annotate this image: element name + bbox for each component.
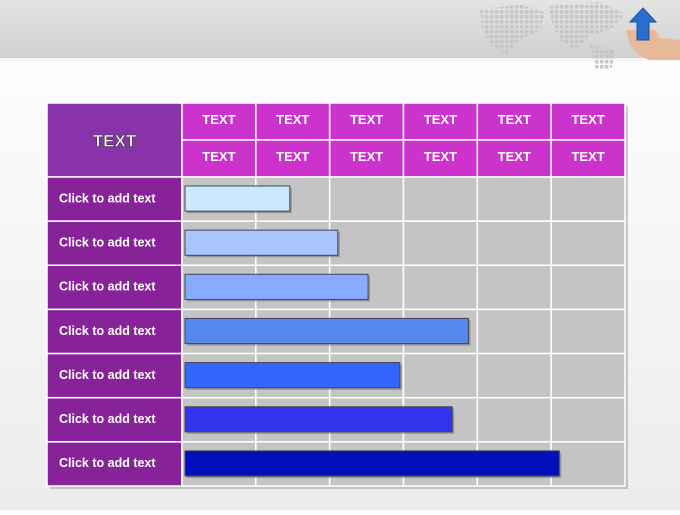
grid-cell xyxy=(550,308,626,355)
row-label: Click to add text xyxy=(59,368,156,382)
row-label: Click to add text xyxy=(59,280,156,294)
grid-cell xyxy=(328,176,405,222)
header-label: TEXT xyxy=(571,112,604,127)
header-label: TEXT xyxy=(498,112,531,127)
header-label: TEXT xyxy=(276,112,309,127)
row-label: Click to add text xyxy=(59,191,156,205)
header-label: TEXT xyxy=(498,149,531,164)
header-cell xyxy=(550,139,626,178)
row-label: Click to add text xyxy=(59,412,156,426)
grid-cell xyxy=(402,176,479,222)
row-label: Click to add text xyxy=(59,456,156,470)
header-cell xyxy=(476,102,552,141)
row-label-cell xyxy=(46,396,183,443)
hand-icon xyxy=(626,7,680,60)
grid-cell xyxy=(476,396,552,443)
bar xyxy=(184,229,339,256)
grid-cell xyxy=(402,220,479,267)
grid-cell xyxy=(476,308,552,355)
grid-cell xyxy=(328,220,405,267)
header-label: TEXT xyxy=(424,149,457,164)
grid-cell xyxy=(476,220,552,267)
row-label: Click to add text xyxy=(59,236,156,250)
header-label: TEXT xyxy=(571,149,604,164)
grid-cell xyxy=(550,176,626,222)
grid-cell xyxy=(550,264,626,311)
header-label: TEXT xyxy=(276,149,309,164)
grid-cell xyxy=(550,220,626,267)
row-label-cell xyxy=(46,176,183,222)
world-map xyxy=(480,2,625,70)
header-edge xyxy=(0,58,680,61)
header-cell xyxy=(255,139,331,178)
table: TEXT TEXT TEXT TEXT TEXT TEXT TEXT TEXT TEXT TEXT… xyxy=(46,102,626,487)
header-cell xyxy=(328,102,405,141)
grid-cell xyxy=(550,352,626,399)
bar xyxy=(184,406,453,433)
grid-cell xyxy=(476,176,552,222)
bar xyxy=(184,317,469,345)
row-label-cell xyxy=(46,220,183,267)
header-label: TEXT xyxy=(202,112,235,127)
header-label: TEXT xyxy=(350,112,383,127)
grid-cell xyxy=(476,264,552,311)
corner-label: TEXT xyxy=(93,131,137,150)
row-label-cell xyxy=(46,308,183,355)
bar xyxy=(184,450,560,477)
row-label-cell xyxy=(46,441,183,487)
grid-cell xyxy=(476,352,552,399)
grid-cell xyxy=(402,352,479,399)
bar xyxy=(184,273,369,300)
header-label: TEXT xyxy=(202,149,235,164)
bar xyxy=(184,362,401,389)
row-label: Click to add text xyxy=(59,324,156,338)
header-label: TEXT xyxy=(424,112,457,127)
header-cell xyxy=(402,102,479,141)
grid-cell xyxy=(550,441,626,487)
grid-cell xyxy=(550,396,626,443)
bar xyxy=(184,185,291,212)
grid-cell xyxy=(402,264,479,311)
header-label: TEXT xyxy=(350,149,383,164)
header-cell xyxy=(476,139,552,178)
